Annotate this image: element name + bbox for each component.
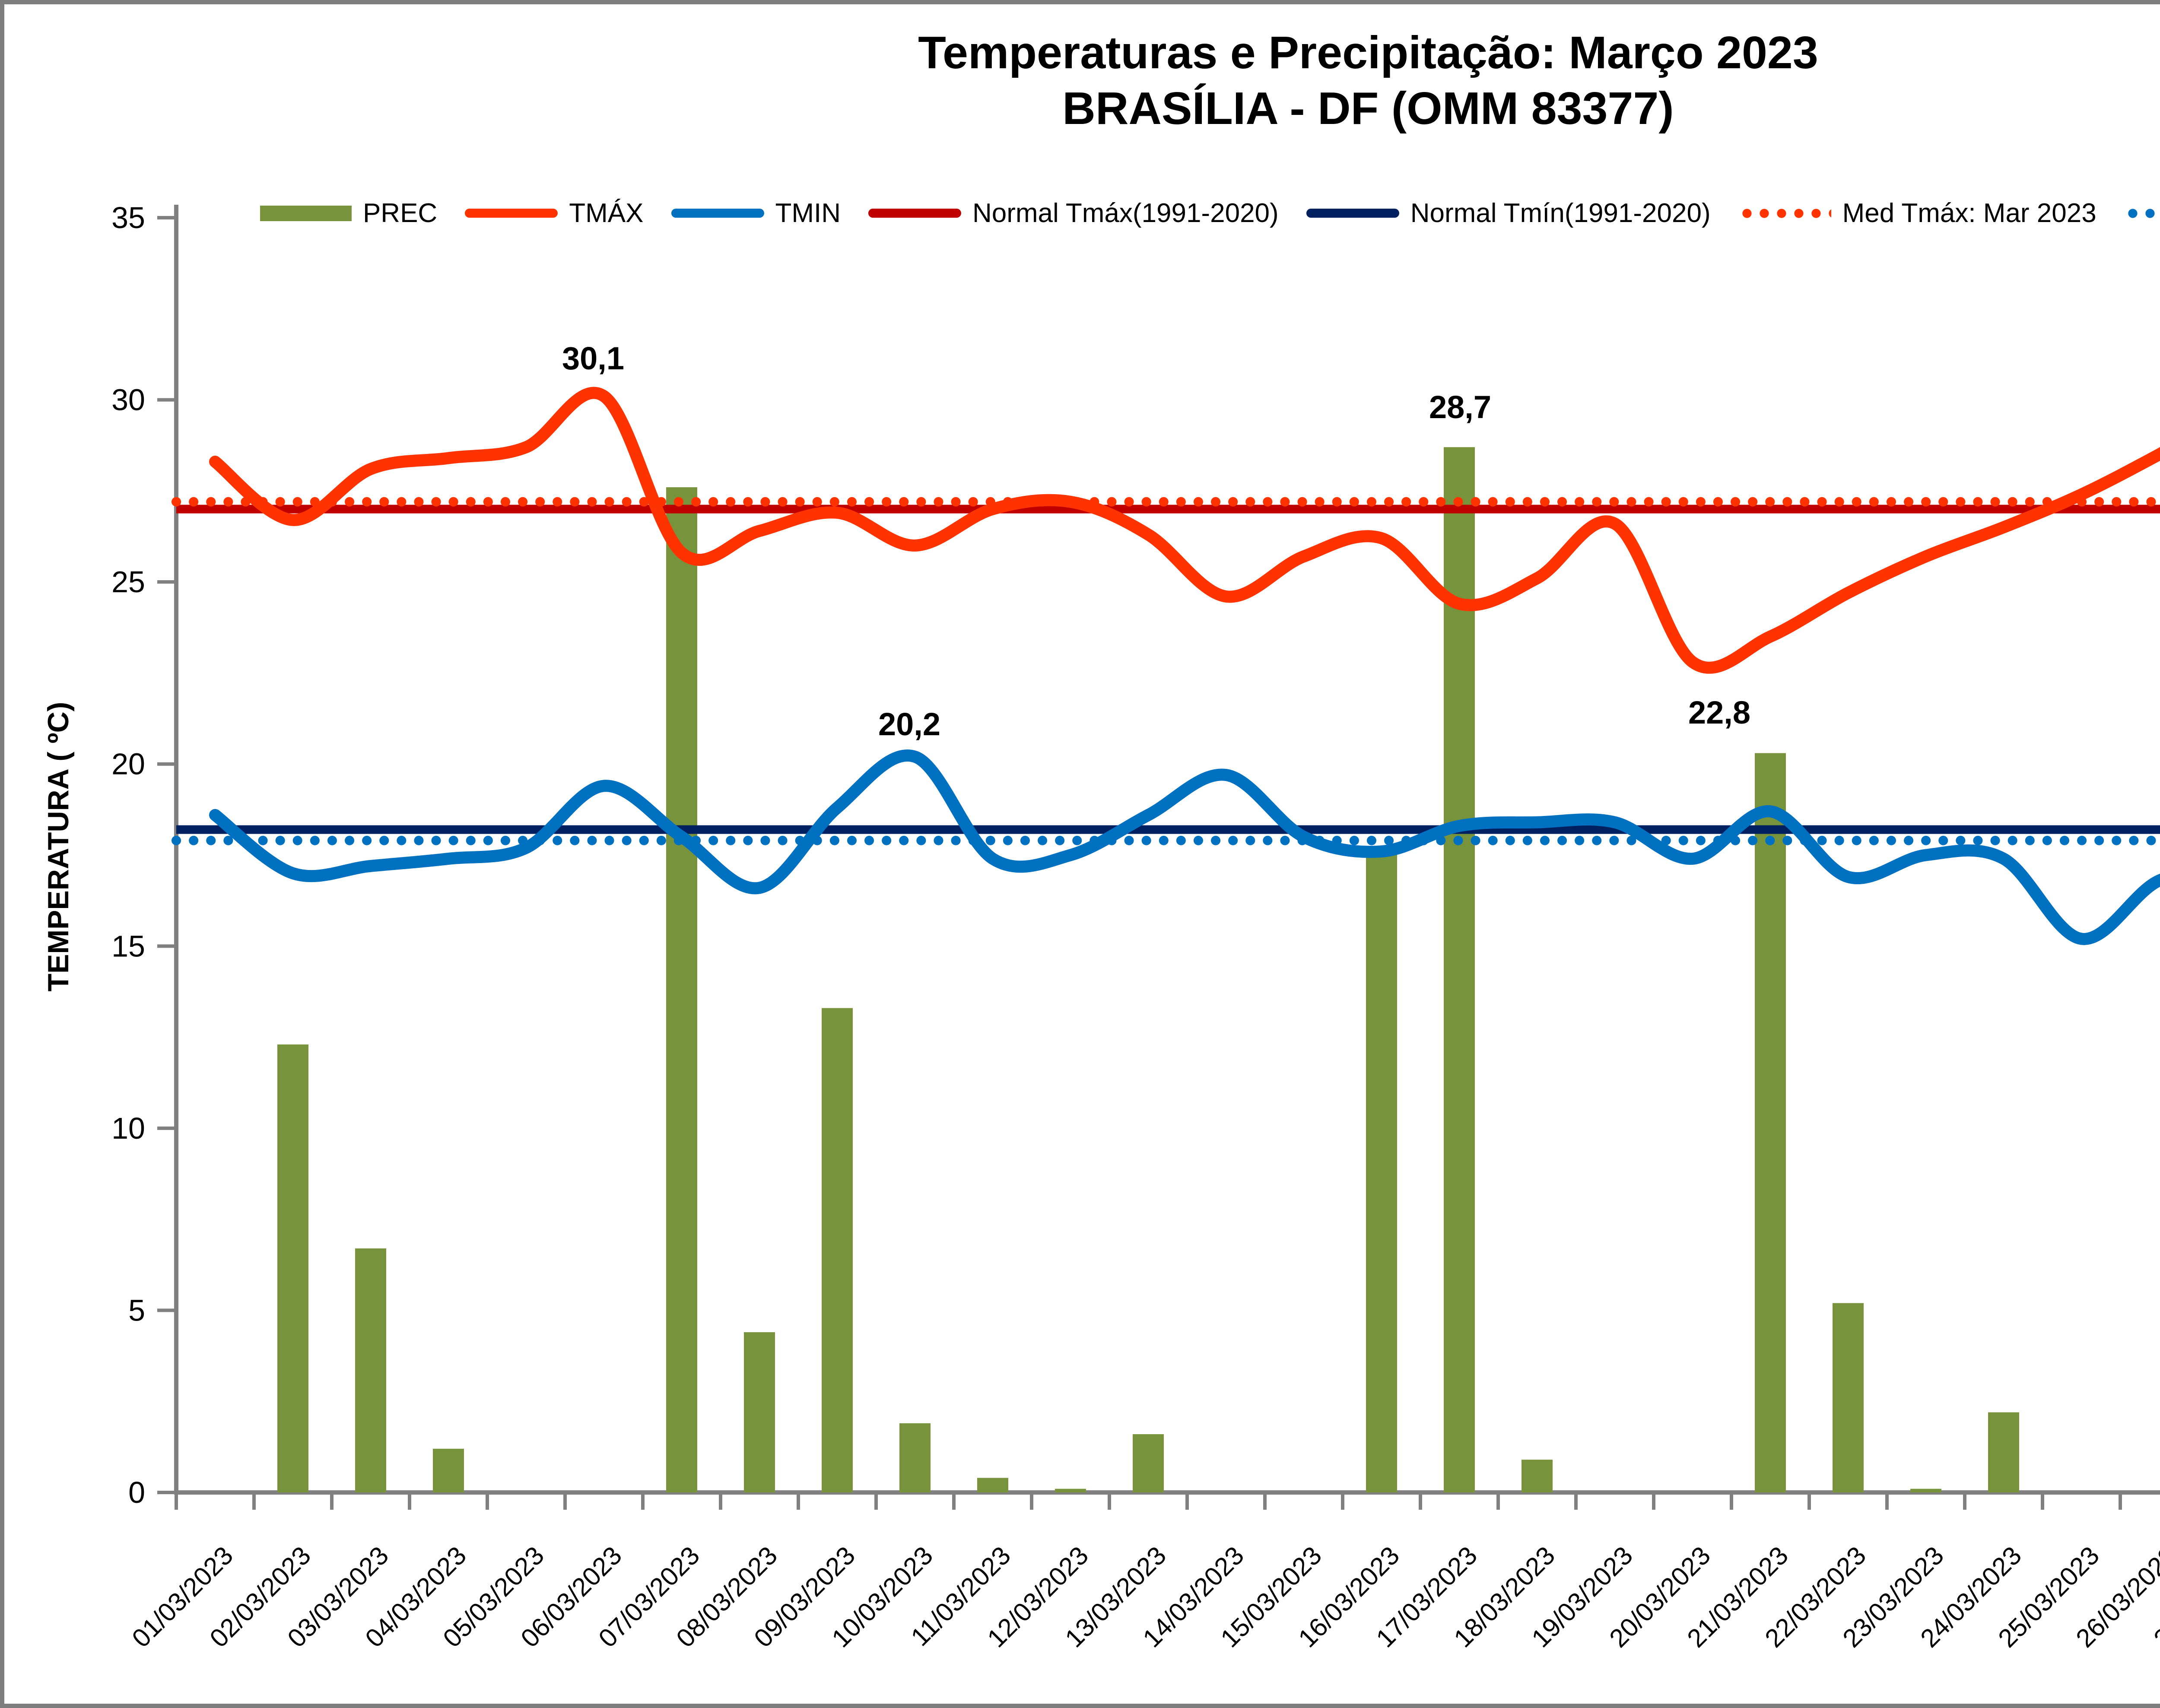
prec-bar	[666, 487, 697, 1492]
legend-label: Normal Tmáx(1991-2020)	[972, 198, 1279, 228]
legend-item-3: TMIN	[671, 198, 841, 229]
prec-bar	[1755, 753, 1786, 1492]
prec-bar	[744, 1332, 775, 1492]
chart-title: Temperaturas e Precipitação: Março 2023 …	[4, 25, 2160, 137]
legend-item-6: Med Tmáx: Mar 2023	[1738, 198, 2096, 229]
prec-bars	[277, 447, 2019, 1492]
legend-label: Med Tmáx: Mar 2023	[1842, 198, 2096, 228]
legend-marker-icon	[1306, 209, 1399, 218]
prec-bar	[977, 1478, 1008, 1492]
legend-label: TMIN	[775, 198, 841, 228]
data-label-30,1: 30,1	[562, 340, 624, 376]
y-tick-label-left: 30	[111, 383, 145, 417]
annotations: 30,120,228,722,827,227,018,217,915,0	[562, 340, 1750, 742]
y-tick-label-left: 10	[111, 1111, 145, 1145]
prec-bar	[1444, 447, 1475, 1492]
x-axis-labels: 01/03/202302/03/202303/03/202304/03/2023…	[126, 1541, 2160, 1653]
legend-item-2: TMÁX	[465, 198, 643, 229]
legend-item-4: Normal Tmáx(1991-2020)	[868, 198, 1279, 229]
legend-label: Normal Tmín(1991-2020)	[1410, 198, 1711, 228]
prec-bar	[1910, 1489, 1941, 1492]
y-tick-label-left: 35	[111, 201, 145, 235]
prec-bar	[899, 1423, 931, 1492]
legend: PREC TMÁX TMIN Normal Tmáx(1991-2020) Normal…	[260, 198, 2160, 229]
chart-plot: 005510101515202025253030353501/03/202302…	[111, 201, 2160, 1653]
legend-marker-icon	[1738, 208, 1831, 218]
legend-marker-icon	[671, 209, 764, 218]
y-tick-label-left: 20	[111, 747, 145, 781]
legend-item-1: PREC	[260, 198, 437, 229]
prec-bar	[277, 1044, 308, 1492]
legend-label: TMÁX	[569, 198, 644, 228]
prec-bar	[1055, 1489, 1086, 1492]
legend-marker-icon	[2124, 208, 2160, 218]
prec-bar	[822, 1008, 853, 1492]
prec-bar	[1522, 1460, 1553, 1492]
chart-title-line2: BRASÍLIA - DF (OMM 83377)	[1062, 83, 1674, 134]
y-tick-label-left: 0	[128, 1476, 145, 1509]
chart-title-line1: Temperaturas e Precipitação: Março 2023	[918, 27, 1818, 78]
prec-bar	[1988, 1412, 2019, 1492]
prec-bar	[1833, 1303, 1864, 1492]
data-label-28,7: 28,7	[1429, 389, 1491, 425]
y-tick-label-left: 25	[111, 565, 145, 599]
legend-marker-icon	[868, 209, 961, 218]
prec-bar	[355, 1248, 386, 1492]
legend-marker-icon	[260, 205, 352, 221]
data-label-20,2: 20,2	[878, 706, 940, 742]
curve-TMÁX	[209, 387, 2160, 674]
legend-item-5: Normal Tmín(1991-2020)	[1306, 198, 1711, 229]
y-tick-label-left: 5	[128, 1293, 145, 1327]
curve-TMIN	[209, 749, 2160, 945]
legend-marker-icon	[465, 209, 558, 218]
legend-label: PREC	[362, 198, 438, 228]
y-tick-label-left: 15	[111, 929, 145, 963]
prec-bar	[1133, 1434, 1164, 1492]
prec-bar	[433, 1448, 464, 1492]
prec-bar	[1366, 851, 1397, 1492]
legend-item-7: Med Tmín: Mar 2023	[2124, 198, 2160, 229]
data-label-22,8: 22,8	[1688, 695, 1750, 730]
